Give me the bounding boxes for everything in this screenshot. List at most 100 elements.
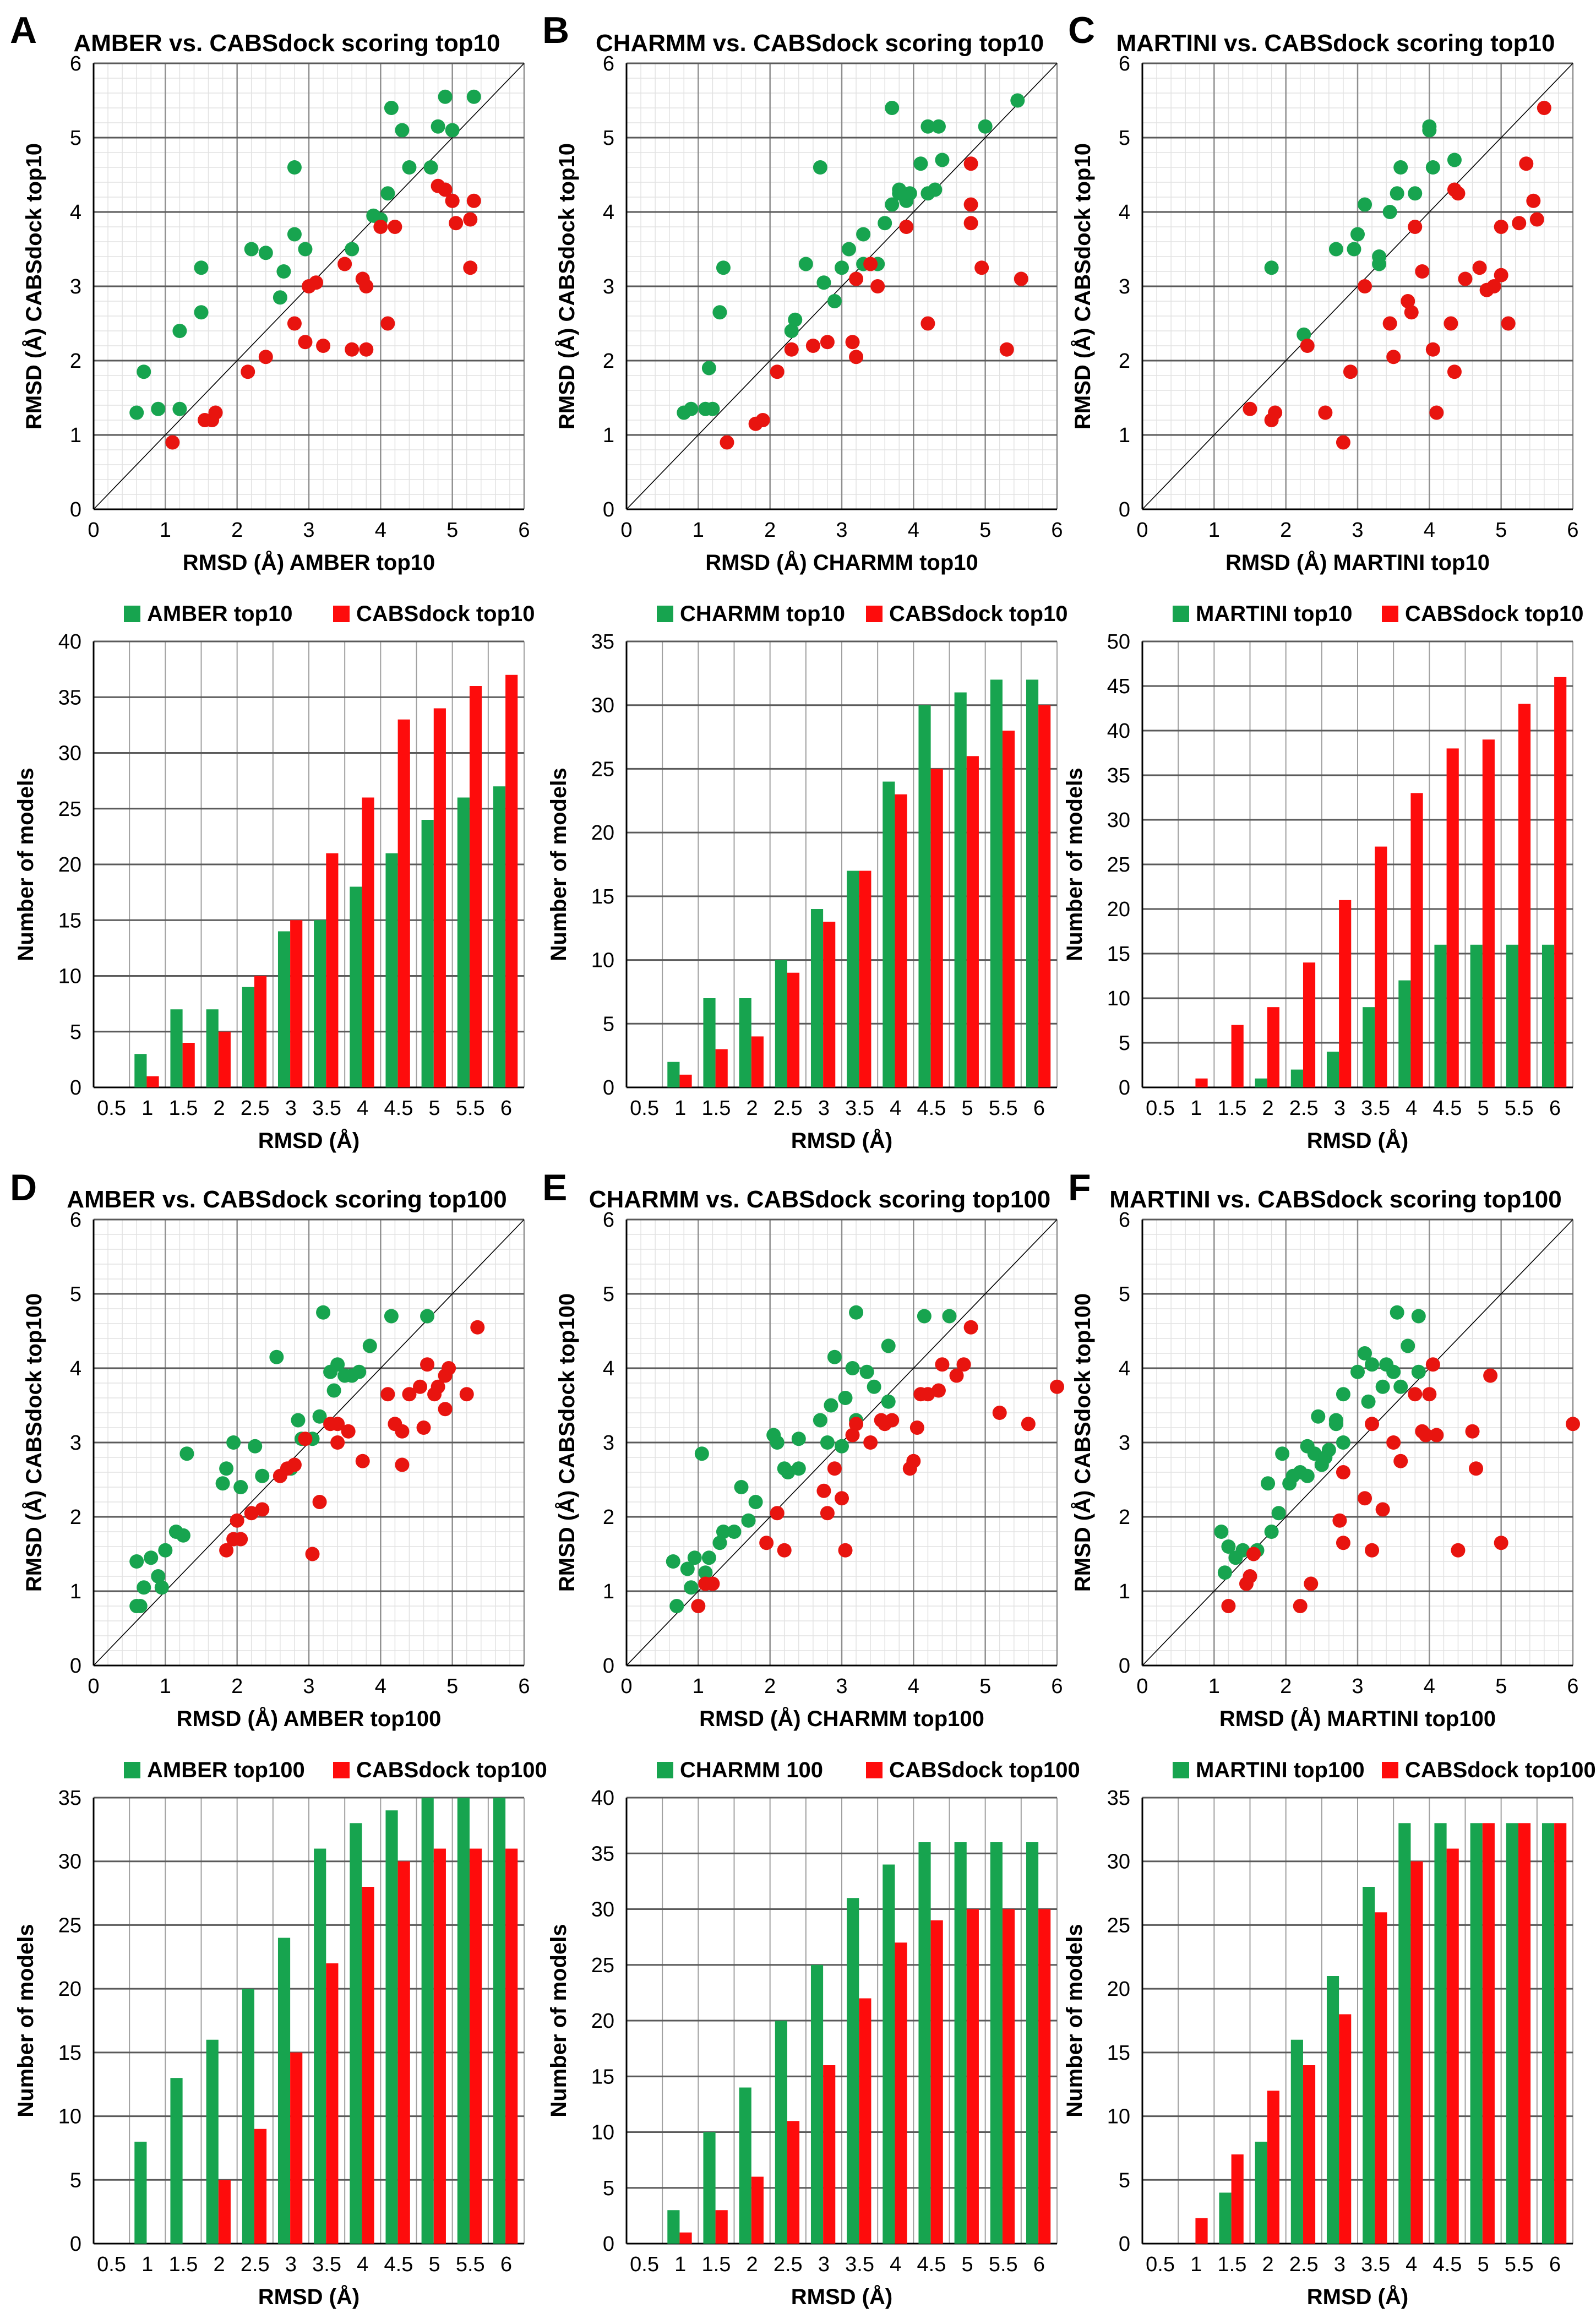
x-tick-label: 5.5: [456, 1097, 485, 1120]
x-tick-label: 0.5: [630, 2253, 659, 2276]
x-tick-label: 0.5: [97, 2253, 126, 2276]
green-data-point: [684, 1580, 699, 1595]
y-tick-label: 30: [591, 1898, 614, 1922]
bar-red: [1195, 1078, 1208, 1087]
bar-red: [290, 2052, 303, 2244]
green-data-point: [727, 1525, 742, 1539]
legend-label: CABSdock top10: [889, 602, 1068, 626]
red-data-point: [849, 1417, 864, 1432]
red-data-point: [1375, 1502, 1390, 1517]
green-data-point: [291, 1413, 306, 1428]
red-data-point: [345, 342, 359, 357]
red-data-point: [1358, 1491, 1372, 1506]
y-tick-label: 6: [603, 1209, 614, 1232]
green-data-point: [784, 324, 799, 338]
legend-label: CABSdock top100: [889, 1758, 1080, 1782]
bar-red: [1038, 705, 1051, 1087]
y-axis-label: RMSD (Å) CABSdock top10: [554, 143, 579, 429]
x-tick-label: 4.5: [384, 1097, 413, 1120]
y-tick-label: 1: [70, 1580, 81, 1603]
green-data-point: [384, 1309, 399, 1324]
x-tick-label: 1.5: [169, 1097, 198, 1120]
x-axis-label: RMSD (Å) MARTINI top100: [1219, 1706, 1496, 1731]
x-tick-label: 4: [1424, 1675, 1435, 1698]
bar-green: [350, 886, 362, 1087]
green-data-point: [179, 1446, 194, 1461]
red-data-point: [1336, 1465, 1350, 1479]
red-data-point: [777, 1543, 792, 1558]
red-data-point: [1343, 364, 1358, 379]
red-data-point: [1451, 186, 1466, 201]
x-tick-label: 2: [747, 1097, 758, 1120]
y-tick-label: 5: [1119, 2169, 1130, 2192]
red-data-point: [827, 1461, 842, 1476]
bar-green: [1398, 1823, 1411, 2244]
bar-green: [242, 1989, 254, 2244]
red-data-point: [230, 1513, 244, 1528]
bar-green: [1290, 1069, 1303, 1087]
y-axis-label: RMSD (Å) CABSdock top100: [554, 1293, 579, 1592]
red-data-point: [820, 1506, 835, 1521]
y-tick-label: 2: [603, 1506, 614, 1529]
legend-label: CABSdock top10: [1405, 602, 1584, 626]
y-tick-label: 35: [58, 686, 81, 709]
red-data-point: [1429, 1428, 1444, 1443]
x-tick-label: 0: [1136, 519, 1148, 542]
green-data-point: [1408, 186, 1423, 201]
bar-red: [1339, 900, 1352, 1087]
bar-red: [859, 1998, 871, 2244]
x-tick-label: 5: [446, 519, 458, 542]
legend-label: MARTINI top10: [1196, 602, 1352, 626]
red-data-point: [770, 364, 785, 379]
green-data-point: [395, 123, 410, 138]
red-data-point: [816, 1483, 831, 1498]
green-data-point: [316, 1305, 331, 1320]
y-tick-label: 5: [1119, 127, 1130, 150]
bar-red: [859, 870, 871, 1087]
red-data-point: [413, 1379, 428, 1394]
red-data-point: [705, 1576, 720, 1591]
bar-green: [1506, 944, 1518, 1087]
x-tick-label: 6: [1033, 1097, 1045, 1120]
green-data-point: [816, 275, 831, 290]
green-data-point: [881, 1338, 896, 1353]
panel-letter-d: D: [10, 1167, 37, 1209]
green-data-point: [694, 1446, 709, 1461]
y-tick-label: 20: [1107, 898, 1130, 921]
bar-red: [966, 756, 979, 1087]
bar-red: [679, 2232, 692, 2244]
x-axis-label: RMSD (Å) CHARMM top100: [699, 1706, 984, 1731]
bar-red: [1410, 793, 1423, 1087]
panel-b-bar-chart: CHARMM top10 CABSdock top10 0.5 1 1.5 2 2.5 3 3.…: [547, 602, 1068, 1153]
x-tick-label: 5: [429, 2253, 440, 2276]
green-data-point: [867, 1379, 881, 1394]
green-data-point: [827, 1349, 842, 1364]
x-tick-label: 3: [285, 2253, 297, 2276]
x-tick-label: 5: [962, 2253, 973, 2276]
green-data-point: [892, 182, 907, 197]
bar-red: [1231, 1025, 1244, 1087]
y-tick-label: 2: [603, 350, 614, 373]
y-tick-label: 20: [58, 853, 81, 877]
green-data-point: [151, 401, 166, 416]
green-data-point: [813, 160, 827, 175]
bar-red: [787, 2121, 800, 2244]
red-data-point: [963, 216, 978, 231]
bar-red: [433, 708, 446, 1087]
red-data-point: [820, 335, 835, 350]
green-data-point: [1010, 93, 1025, 108]
panel-f-scatter-plot: MARTINI vs. CABSdock scoring top100 0 1 2 3 4…: [1070, 1186, 1580, 1731]
red-data-point: [1404, 305, 1419, 320]
y-tick-label: 5: [603, 1283, 614, 1306]
y-tick-label: 45: [1107, 675, 1130, 698]
green-data-point: [137, 1580, 151, 1595]
green-data-point: [705, 401, 720, 416]
chart-title: AMBER vs. CABSdock scoring top10: [73, 30, 500, 57]
bar-red: [930, 1920, 943, 2244]
legend-label: CABSdock top10: [356, 602, 535, 626]
bar-green: [954, 692, 967, 1087]
legend-swatch: [657, 606, 673, 622]
green-data-point: [323, 1364, 338, 1379]
green-data-point: [423, 160, 438, 175]
red-data-point: [949, 1368, 964, 1383]
